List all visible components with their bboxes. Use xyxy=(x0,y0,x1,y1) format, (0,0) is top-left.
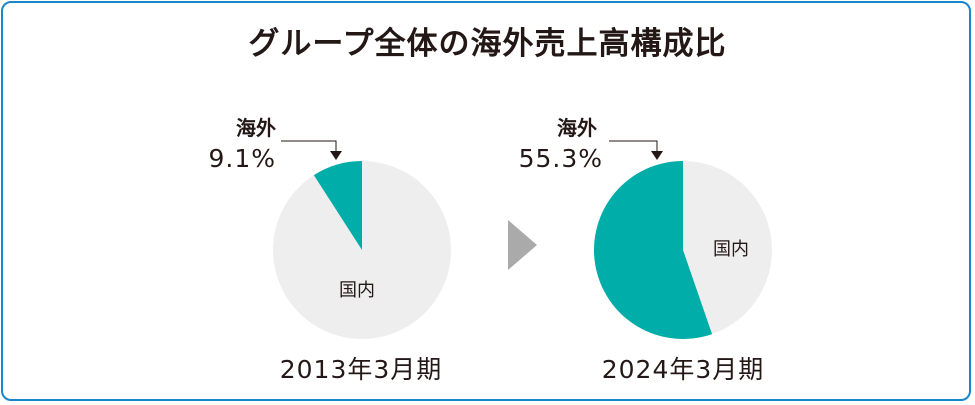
pie-2013-year-label: 2013年3月期 xyxy=(280,355,443,384)
transition-arrow-icon xyxy=(508,220,537,270)
pie-2024-overseas-value: 55.3% xyxy=(519,144,603,173)
pie-2013-overseas-label: 海外 xyxy=(236,116,276,140)
pie-2013-overseas-slice xyxy=(313,161,362,250)
pie-2024-overseas-slice xyxy=(593,160,713,339)
pie-2013: 海外 9.1% 国内 2013年3月期 xyxy=(208,116,452,384)
pie-2024-year-label: 2024年3月期 xyxy=(602,355,765,384)
pie-2024-domestic-slice xyxy=(683,161,772,335)
pie-2024-leader-arrowhead xyxy=(651,151,663,160)
pie-2024: 海外 55.3% 国内 2024年3月期 xyxy=(519,116,772,384)
pie-2013-domestic-label: 国内 xyxy=(339,280,375,301)
pie-2013-leader-arrowhead xyxy=(330,151,342,160)
pie-2013-overseas-value: 9.1% xyxy=(208,144,276,173)
pie-2013-leader-line xyxy=(281,140,337,152)
pie-2024-leader-line xyxy=(609,140,658,152)
pie-2024-domestic-label: 国内 xyxy=(713,239,749,260)
pie-2024-overseas-label: 海外 xyxy=(557,116,597,140)
chart-title: グループ全体の海外売上高構成比 xyxy=(248,26,727,62)
pie-2013-domestic-slice xyxy=(273,161,452,339)
